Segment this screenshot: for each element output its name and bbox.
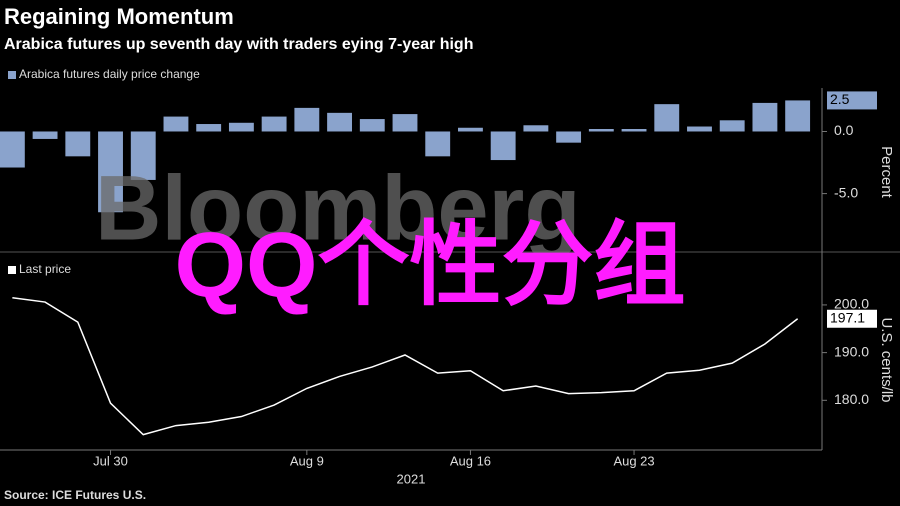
x-tick-label: Aug 9: [290, 453, 324, 468]
chart-subtitle: Arabica futures up seventh day with trad…: [4, 36, 473, 53]
legend-swatch: [8, 71, 16, 79]
y-tick-label: 0.0: [834, 122, 854, 138]
value-flag: [827, 309, 877, 328]
bar: [294, 107, 320, 132]
bar: [490, 131, 516, 161]
bar: [65, 131, 91, 157]
bar: [523, 125, 549, 132]
bar: [425, 131, 451, 157]
legend-swatch: [8, 266, 16, 274]
bar: [196, 124, 222, 132]
bar: [785, 100, 811, 132]
bar: [261, 116, 287, 132]
y-tick-label: 180.0: [834, 391, 869, 407]
legend-label: Arabica futures daily price change: [19, 67, 200, 81]
bar: [228, 122, 254, 132]
bar: [588, 129, 614, 132]
bar: [752, 102, 778, 132]
bar: [359, 119, 385, 132]
bar: [621, 129, 647, 132]
x-tick-label: Aug 23: [613, 453, 654, 468]
x-tick-label: Jul 30: [93, 453, 128, 468]
plot: -5.0 0.0 Arabica futures daily price chang…: [0, 67, 877, 468]
bar: [458, 127, 483, 132]
chart-title: Regaining Momentum: [4, 4, 234, 29]
y-tick-label: -5.0: [834, 184, 858, 200]
bar: [556, 131, 582, 143]
value-label: 197.1: [830, 309, 865, 325]
bar: [392, 114, 418, 132]
value-flag: [827, 91, 877, 110]
source: Source: ICE Futures U.S.: [4, 488, 146, 502]
y-axis-label: U.S. cents/lb: [878, 317, 895, 402]
y-axis-label: Percent: [878, 146, 895, 199]
y-tick-label: 190.0: [834, 343, 869, 359]
bar: [0, 131, 25, 168]
watermark: Bloomberg: [95, 157, 581, 259]
bar: [163, 116, 189, 132]
y-tick-label: 200.0: [834, 296, 869, 312]
bar: [98, 131, 123, 213]
bar: [327, 112, 352, 132]
bar: [654, 104, 680, 132]
line: [12, 297, 799, 436]
legend-label: Last price: [19, 262, 71, 276]
bar: [687, 126, 712, 132]
value-label: 2.5: [830, 91, 850, 107]
overlay-text: QQ个性分组: [174, 214, 685, 316]
bar: [32, 131, 58, 139]
bar: [719, 120, 745, 132]
x-tick-label: Aug 16: [450, 453, 491, 468]
x-axis-label: 2021: [397, 471, 426, 486]
bar: [130, 131, 156, 180]
